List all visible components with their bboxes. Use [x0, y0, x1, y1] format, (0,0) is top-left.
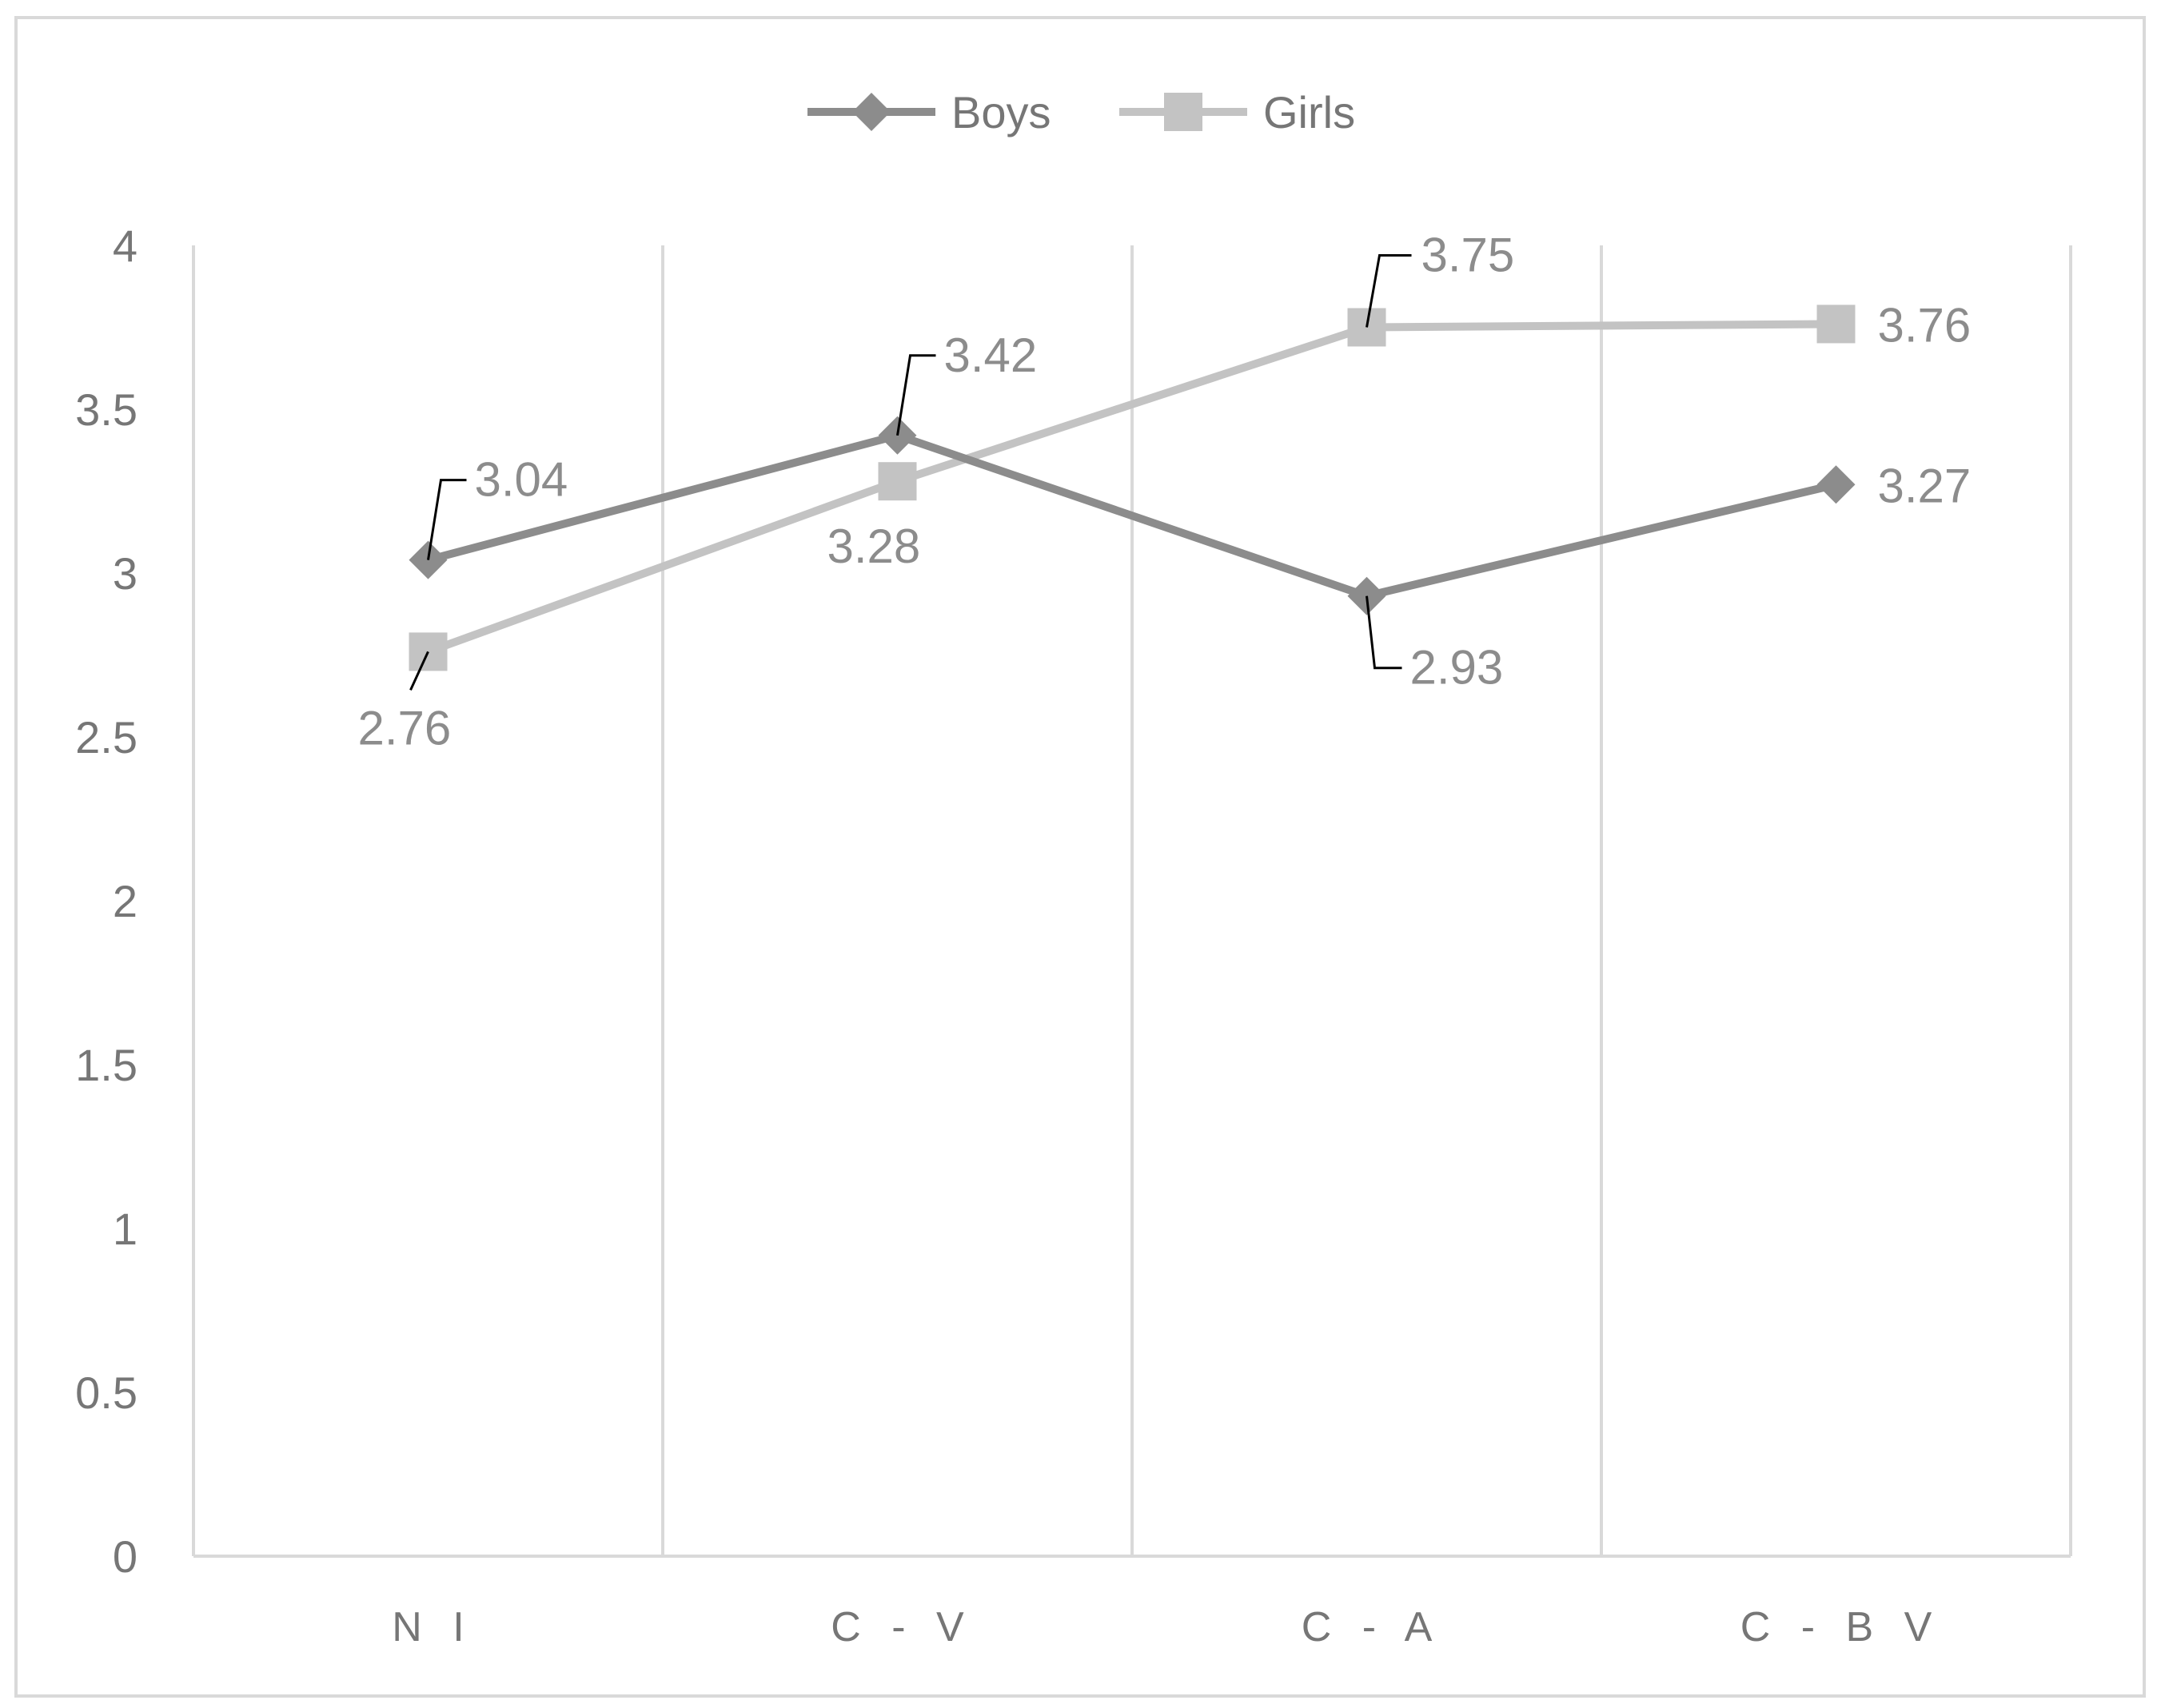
legend-label: Girls	[1263, 87, 1355, 137]
legend-item-boys: Boys	[807, 87, 1051, 137]
data-label-leader	[1366, 254, 1412, 328]
legend-item-girls: Girls	[1119, 87, 1355, 137]
data-label-girls: 2.76	[358, 701, 452, 754]
x-category-label: C - V	[831, 1604, 973, 1650]
x-category-label: C - A	[1302, 1604, 1442, 1650]
legend-label: Boys	[951, 87, 1051, 137]
square-marker	[1816, 305, 1856, 344]
grid-lines	[192, 245, 2072, 1556]
y-tick-label: 1.5	[75, 1040, 138, 1090]
data-label-girls: 3.76	[1878, 298, 1972, 352]
y-tick-label: 3	[113, 548, 138, 599]
diamond-marker	[1816, 465, 1856, 504]
y-tick-label: 0.5	[75, 1368, 138, 1418]
data-label-girls: 3.75	[1421, 229, 1515, 282]
data-label-leader	[409, 651, 429, 691]
data-label-leader	[896, 354, 936, 436]
y-tick-label: 2.5	[75, 712, 138, 762]
data-label-boys: 3.27	[1878, 459, 1972, 512]
series-line-girls	[426, 320, 1836, 656]
data-label-leader	[427, 479, 467, 560]
y-tick-label: 2	[113, 876, 138, 926]
diamond-marker	[852, 93, 891, 131]
legend: Boys Girls	[807, 87, 1355, 137]
x-category-label: N I	[392, 1604, 473, 1650]
y-tick-label: 4	[113, 221, 138, 271]
data-label-boys: 3.42	[944, 328, 1038, 382]
data-label-leader	[1366, 595, 1402, 670]
y-axis: 0 0.5 1 1.5 2 2.5 3 3.5 4	[75, 221, 138, 1582]
series-layer	[409, 305, 1856, 671]
y-tick-label: 0	[113, 1531, 138, 1582]
x-category-label: C - B V	[1740, 1604, 1942, 1650]
square-marker	[878, 462, 917, 501]
data-label-boys: 2.93	[1410, 641, 1504, 695]
y-tick-label: 3.5	[75, 384, 138, 435]
data-label-girls: 3.28	[827, 520, 921, 573]
chart-border	[14, 16, 2146, 1698]
square-marker	[1164, 93, 1202, 131]
series-line-boys	[427, 431, 1837, 600]
data-label-boys: 3.04	[475, 453, 568, 507]
data-labels: 3.04 3.42 2.93 3.27 2.76 3.28 3.75 3.76	[358, 229, 1972, 755]
y-tick-label: 1	[113, 1204, 138, 1254]
